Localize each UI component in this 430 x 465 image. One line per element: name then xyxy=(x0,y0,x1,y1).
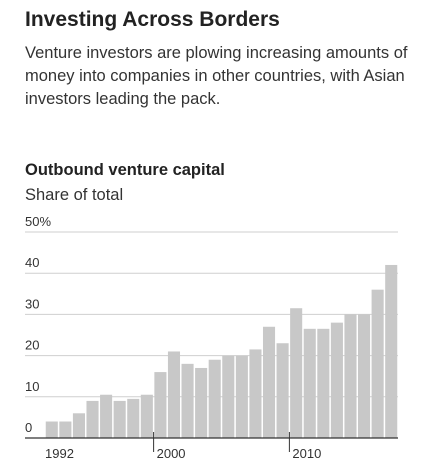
chart-title: Outbound venture capital xyxy=(25,161,225,179)
bar xyxy=(208,359,221,438)
bar xyxy=(330,322,343,438)
y-tick-label: 20 xyxy=(25,338,39,353)
bar xyxy=(303,328,316,438)
bar xyxy=(59,421,72,438)
y-axis-label: Share of total xyxy=(25,186,124,204)
bar xyxy=(167,351,181,438)
bar xyxy=(262,326,276,438)
bar xyxy=(140,394,153,438)
bar xyxy=(127,398,140,438)
bar xyxy=(358,314,371,438)
y-tick-label: 10 xyxy=(25,379,39,394)
bar xyxy=(45,421,58,438)
bar xyxy=(72,413,85,438)
y-tick-label: 30 xyxy=(25,296,39,311)
bar xyxy=(86,400,99,438)
bar xyxy=(371,289,384,438)
y-tick-label: 50% xyxy=(25,214,51,229)
y-tick-label: 40 xyxy=(25,255,39,270)
bar xyxy=(249,349,262,438)
y-tick-label: 0 xyxy=(25,420,32,435)
bar xyxy=(154,372,167,438)
title: Investing Across Borders xyxy=(25,8,280,31)
bar xyxy=(235,355,248,438)
bar xyxy=(276,343,289,438)
bar xyxy=(100,394,113,438)
bar xyxy=(344,314,357,438)
bar xyxy=(113,400,126,438)
x-tick-label: 2000 xyxy=(157,446,186,461)
bar xyxy=(195,367,208,438)
bar xyxy=(385,264,398,438)
bar xyxy=(290,308,303,438)
x-tick-label: 1992 xyxy=(45,446,74,461)
bar xyxy=(181,363,194,438)
subtitle: Venture investors are plowing increasing… xyxy=(25,44,408,108)
bar xyxy=(222,355,235,438)
bar xyxy=(317,328,330,438)
x-tick-label: 2010 xyxy=(292,446,321,461)
